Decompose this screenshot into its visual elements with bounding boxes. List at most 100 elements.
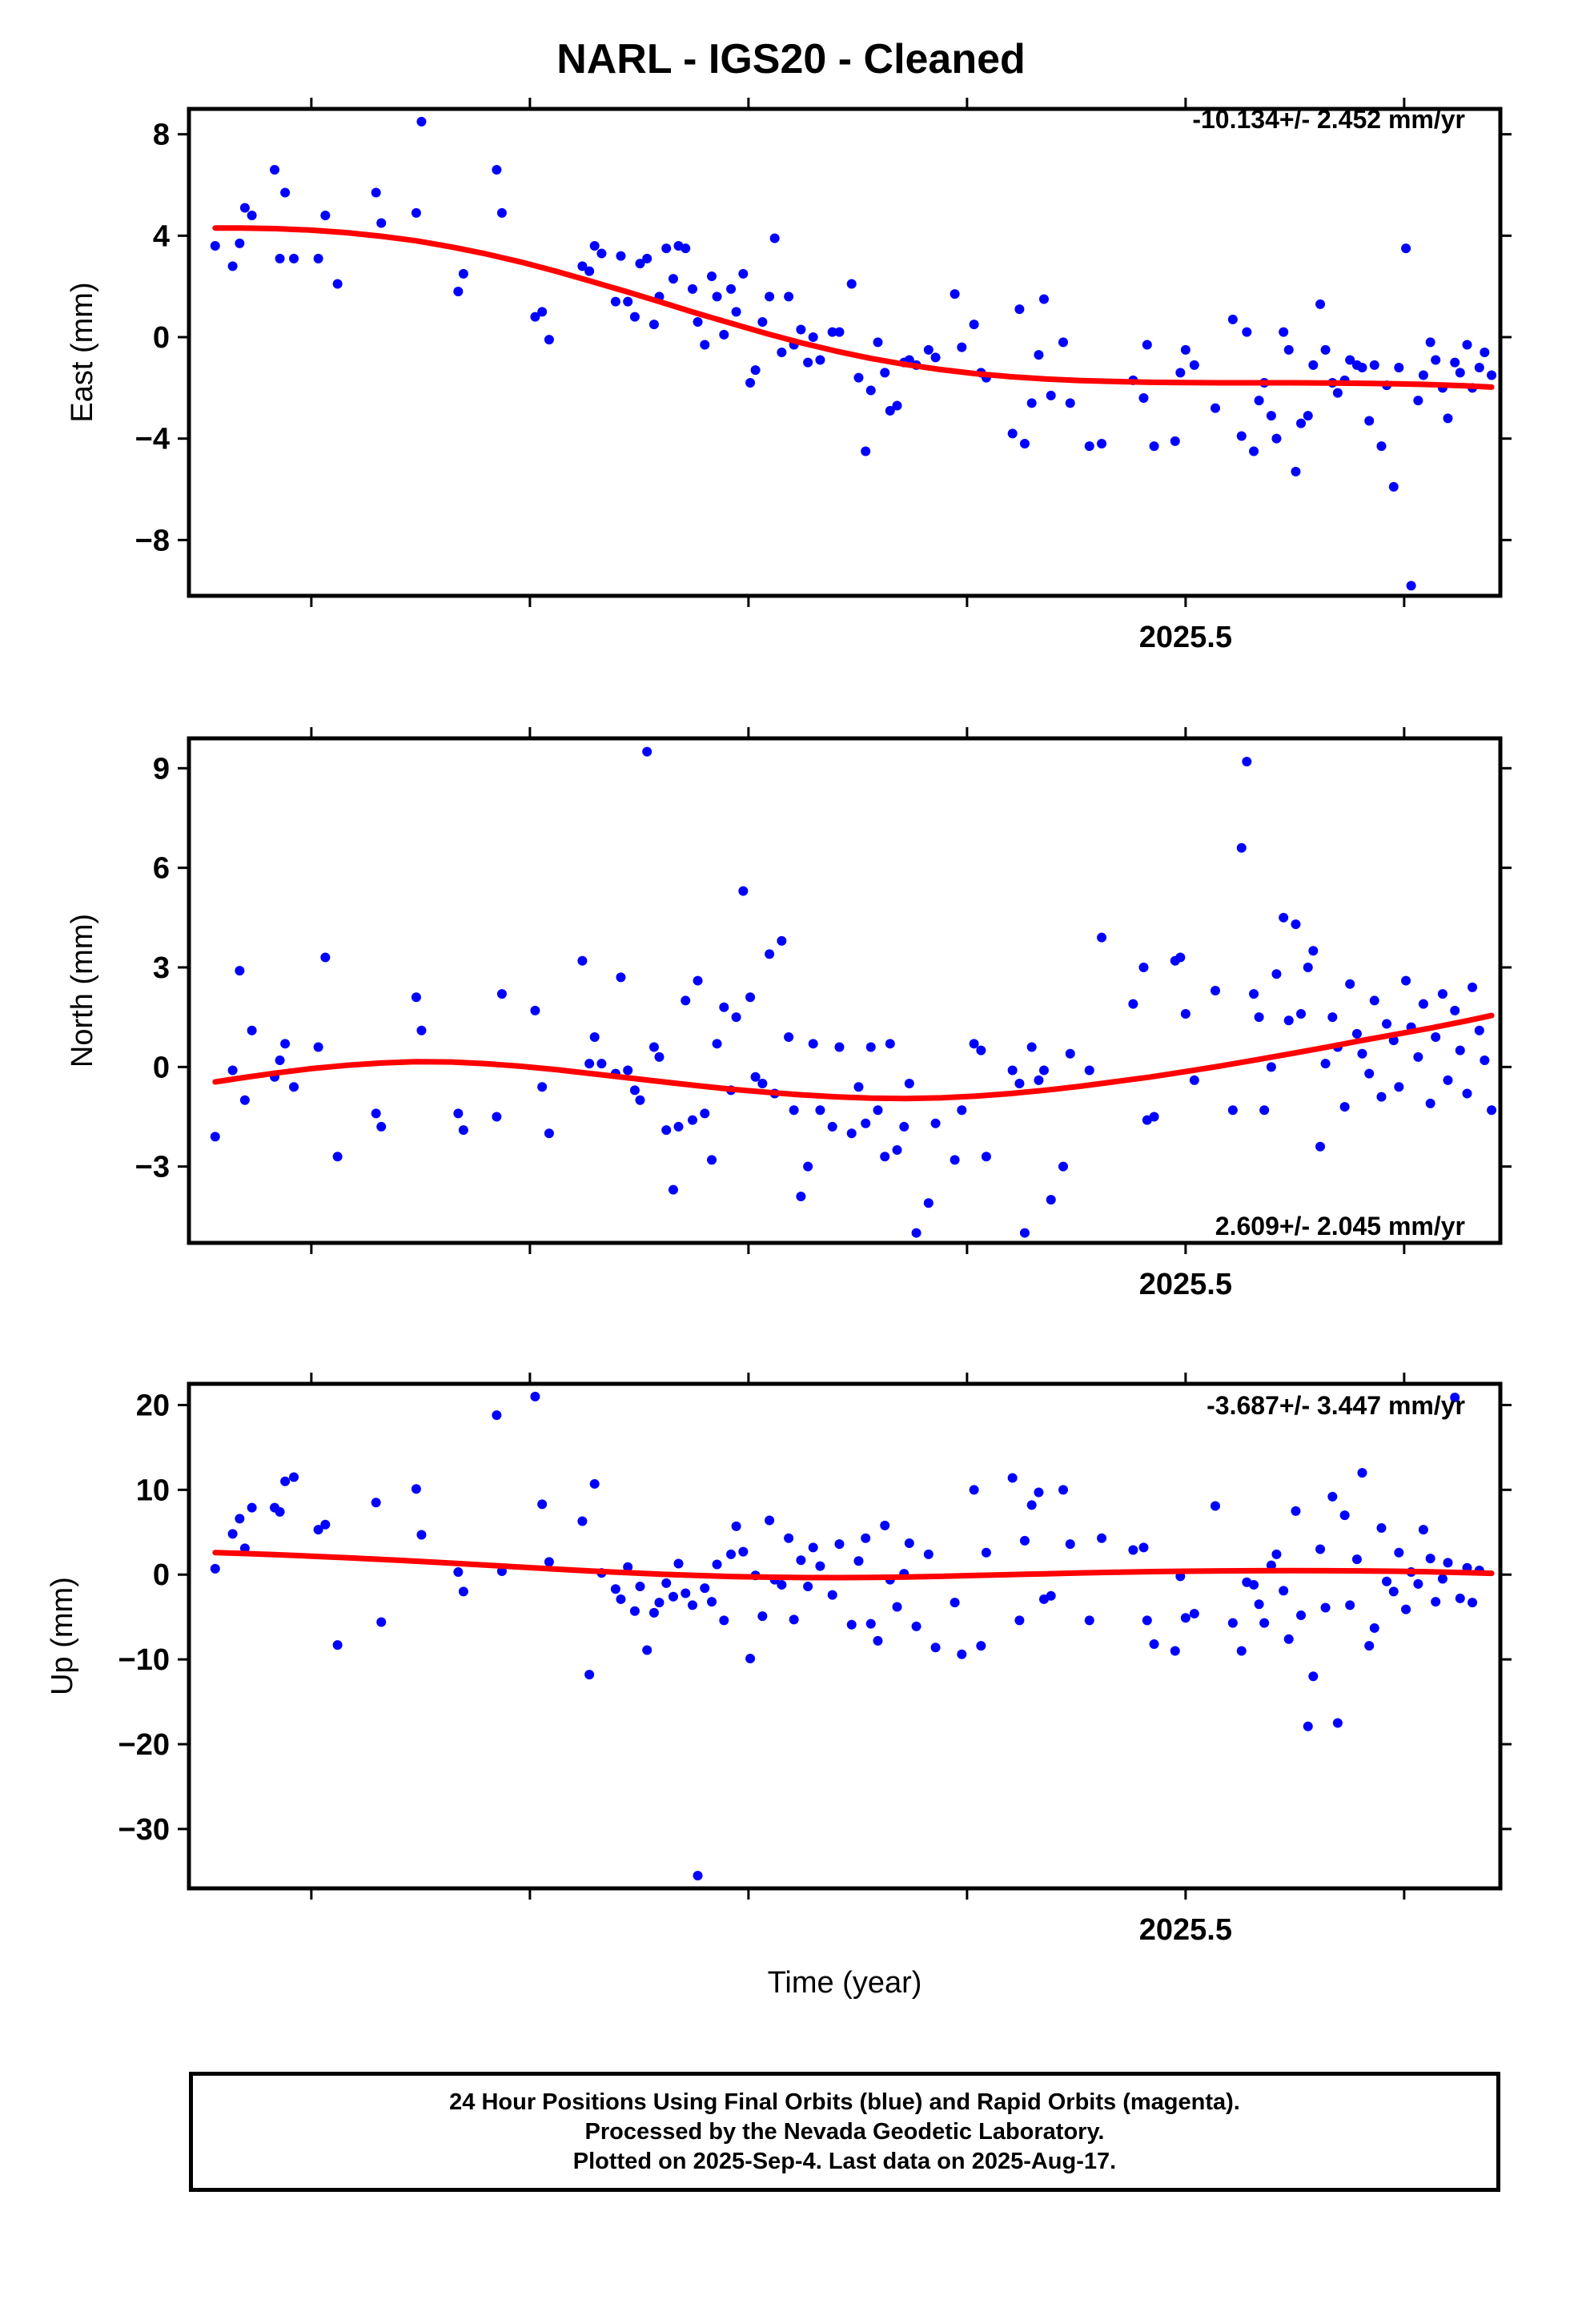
data-point bbox=[1180, 1009, 1191, 1019]
data-point bbox=[1271, 1549, 1282, 1559]
data-point bbox=[808, 1039, 818, 1049]
data-point bbox=[661, 1578, 672, 1588]
data-point bbox=[981, 1547, 991, 1558]
data-point bbox=[861, 446, 871, 456]
data-point bbox=[1084, 441, 1094, 452]
data-point bbox=[1303, 1721, 1313, 1731]
data-point bbox=[1227, 1105, 1238, 1116]
data-point bbox=[1425, 1098, 1435, 1108]
data-point bbox=[227, 261, 238, 271]
data-point bbox=[332, 1152, 343, 1162]
data-point bbox=[210, 1563, 220, 1574]
data-point bbox=[904, 1079, 914, 1089]
data-point bbox=[210, 1132, 220, 1142]
data-point bbox=[1369, 995, 1379, 1006]
data-point bbox=[846, 279, 857, 289]
data-point bbox=[1242, 757, 1252, 767]
data-point bbox=[865, 1042, 876, 1052]
data-point bbox=[1443, 1558, 1453, 1568]
fit-curve bbox=[212, 225, 1495, 390]
data-point bbox=[681, 1588, 691, 1598]
data-point bbox=[738, 268, 749, 279]
data-point bbox=[707, 1597, 717, 1607]
data-point bbox=[700, 1583, 710, 1594]
data-point bbox=[1266, 1062, 1276, 1072]
data-point bbox=[957, 342, 967, 352]
data-point bbox=[1084, 1065, 1094, 1076]
footer-line-3: Plotted on 2025-Sep-4. Last data on 2025… bbox=[572, 2148, 1117, 2174]
data-point bbox=[376, 1121, 387, 1132]
y-tick-label: 0 bbox=[153, 1558, 170, 1592]
data-point bbox=[1418, 1525, 1428, 1535]
data-point bbox=[1283, 1634, 1294, 1644]
data-point bbox=[596, 248, 607, 259]
data-point bbox=[1462, 1088, 1472, 1099]
data-point bbox=[589, 1032, 600, 1043]
y-tick-label: 8 bbox=[153, 119, 170, 152]
data-point bbox=[796, 1191, 806, 1201]
data-point bbox=[873, 1635, 883, 1646]
data-point bbox=[892, 400, 902, 411]
data-point bbox=[1339, 1102, 1350, 1112]
y-tick-label: 0 bbox=[153, 321, 170, 355]
data-point bbox=[911, 1228, 921, 1238]
data-point bbox=[1431, 1597, 1441, 1607]
data-point bbox=[803, 1161, 813, 1172]
data-point bbox=[623, 1562, 633, 1572]
data-point bbox=[1007, 428, 1018, 439]
data-point bbox=[1357, 1048, 1367, 1059]
data-point bbox=[1443, 1075, 1453, 1085]
data-point bbox=[1413, 1578, 1423, 1589]
footer-caption: 24 Hour Positions Using Final Orbits (bl… bbox=[189, 2072, 1500, 2192]
data-point bbox=[1271, 969, 1282, 979]
data-point bbox=[654, 1598, 665, 1608]
data-point bbox=[981, 1152, 991, 1162]
data-point bbox=[796, 324, 806, 335]
data-point bbox=[1376, 1523, 1387, 1533]
data-point bbox=[892, 1144, 902, 1155]
data-point bbox=[1406, 581, 1416, 591]
panel-1: 2025.5 8 4 0 −4 −8 East (mm) -10.134+/- 2.452 m… bbox=[66, 98, 1512, 654]
data-point bbox=[584, 1059, 595, 1069]
data-point bbox=[726, 1549, 737, 1559]
data-point bbox=[616, 251, 626, 261]
data-point bbox=[873, 337, 883, 348]
data-point bbox=[654, 1051, 665, 1062]
data-point bbox=[235, 1514, 245, 1524]
data-point bbox=[275, 1055, 285, 1066]
data-point bbox=[530, 1005, 540, 1015]
data-point bbox=[247, 1502, 257, 1513]
data-point bbox=[873, 1105, 883, 1116]
data-point bbox=[712, 292, 722, 302]
data-point bbox=[453, 1567, 464, 1578]
data-point bbox=[1474, 363, 1484, 372]
data-point bbox=[289, 1082, 299, 1092]
data-point bbox=[815, 355, 825, 365]
data-point bbox=[648, 320, 659, 330]
data-point bbox=[371, 187, 381, 198]
data-point bbox=[1425, 337, 1435, 348]
data-point bbox=[923, 1549, 934, 1559]
data-point bbox=[492, 1112, 502, 1122]
data-point bbox=[1480, 348, 1490, 357]
data-point bbox=[411, 992, 421, 1003]
data-point bbox=[376, 218, 387, 228]
data-point bbox=[332, 279, 343, 289]
data-point bbox=[1296, 1610, 1307, 1621]
data-point bbox=[861, 1118, 871, 1128]
data-point bbox=[687, 283, 697, 294]
data-point bbox=[923, 344, 934, 355]
data-point bbox=[1007, 1065, 1018, 1076]
data-point bbox=[411, 1484, 421, 1494]
data-point bbox=[227, 1529, 238, 1539]
data-point bbox=[808, 332, 818, 342]
data-point bbox=[1046, 1195, 1056, 1205]
data-point bbox=[275, 1506, 285, 1517]
data-point bbox=[1320, 1602, 1331, 1613]
data-point bbox=[950, 1598, 960, 1608]
data-point bbox=[1487, 1105, 1497, 1116]
data-point bbox=[668, 1591, 678, 1602]
data-point bbox=[610, 1584, 620, 1594]
data-point bbox=[1097, 932, 1107, 943]
data-point bbox=[1019, 1535, 1030, 1546]
